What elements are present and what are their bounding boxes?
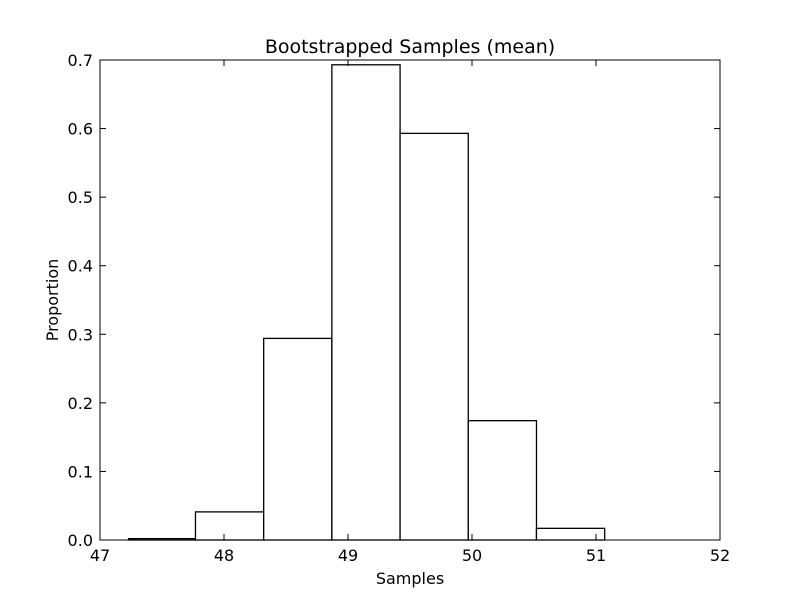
- x-tick-label: 47: [90, 546, 110, 565]
- y-axis-label: Proportion: [43, 259, 62, 342]
- y-tick-label: 0.2: [68, 394, 93, 413]
- y-axis-ticks: 0.0 0.1 0.2 0.3 0.4 0.5 0.6 0.7: [68, 51, 720, 550]
- x-axis-label: Samples: [376, 569, 444, 588]
- histogram-bar: [399, 132, 469, 541]
- x-tick-label: 51: [586, 546, 606, 565]
- x-tick-label: 48: [214, 546, 234, 565]
- y-tick-label: 0.6: [68, 120, 93, 139]
- x-tick-label: 49: [338, 546, 358, 565]
- histogram-bar: [467, 420, 538, 541]
- y-tick-label: 0.1: [68, 462, 93, 481]
- histogram-bar: [331, 64, 401, 541]
- x-tick-label: 52: [710, 546, 730, 565]
- histogram-bar: [194, 511, 265, 541]
- histogram-bar: [535, 527, 606, 541]
- x-axis-ticks: 47 48 49 50 51 52: [90, 60, 730, 565]
- bars-group: [127, 64, 606, 541]
- y-tick-label: 0.0: [68, 531, 93, 550]
- y-tick-label: 0.7: [68, 51, 93, 70]
- chart-title: Bootstrapped Samples (mean): [265, 36, 555, 58]
- y-tick-label: 0.4: [68, 257, 93, 276]
- y-tick-label: 0.3: [68, 325, 93, 344]
- y-tick-label: 0.5: [68, 188, 93, 207]
- histogram-bar: [263, 337, 333, 541]
- x-tick-label: 50: [462, 546, 482, 565]
- axes-frame: [99, 59, 721, 541]
